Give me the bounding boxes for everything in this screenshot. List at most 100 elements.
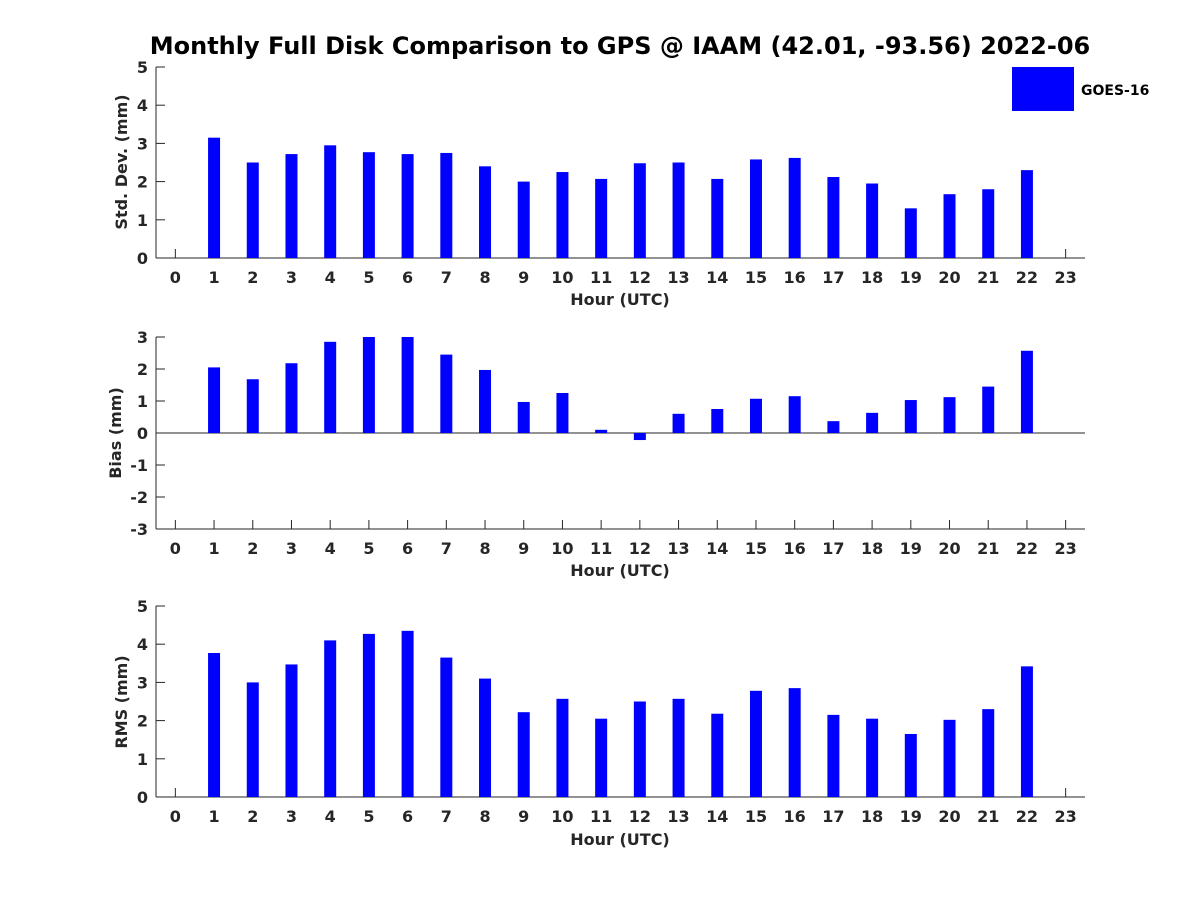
rms-bar [517, 712, 530, 797]
chart-title: Monthly Full Disk Comparison to GPS @ IA… [150, 32, 1090, 60]
bias-ytick-label: -1 [130, 456, 148, 475]
rms-bar [362, 633, 375, 797]
std-dev-bar [1020, 170, 1033, 258]
rms-bar [943, 719, 956, 797]
rms-bar [749, 690, 762, 797]
bias-xtick-label: 21 [977, 539, 999, 558]
rms-xtick-label: 16 [784, 807, 806, 826]
bias-xlabel: Hour (UTC) [570, 561, 670, 580]
bias-xtick-label: 14 [706, 539, 728, 558]
rms-xtick-label: 21 [977, 807, 999, 826]
rms-bar [711, 713, 724, 797]
std-dev-bar [788, 157, 801, 258]
bias-bar [556, 393, 569, 433]
rms-bar [285, 664, 298, 797]
std-dev-bar [711, 178, 724, 258]
rms-xtick-label: 10 [551, 807, 573, 826]
bias-xtick-label: 12 [629, 539, 651, 558]
std-dev-xtick-label: 22 [1016, 268, 1038, 287]
std-dev-xtick-label: 13 [667, 268, 689, 287]
rms-bar [595, 718, 608, 797]
std-dev-xtick-label: 4 [325, 268, 336, 287]
rms-xtick-label: 8 [479, 807, 490, 826]
bias-bar [401, 337, 414, 433]
std-dev-bar [401, 154, 414, 258]
std-dev-xlabel: Hour (UTC) [570, 290, 670, 309]
bias-xtick-label: 22 [1016, 539, 1038, 558]
std-dev-xtick-label: 16 [784, 268, 806, 287]
std-dev-bar [324, 145, 337, 258]
legend-swatch [1012, 67, 1074, 111]
std-dev-xtick-label: 17 [822, 268, 844, 287]
std-dev-bar [633, 163, 646, 258]
std-dev-xtick-label: 5 [363, 268, 374, 287]
bias-xtick-label: 23 [1055, 539, 1077, 558]
std-dev-ytick-label: 3 [137, 134, 148, 153]
bias-bar [982, 386, 995, 433]
std-dev-xtick-label: 6 [402, 268, 413, 287]
std-dev-xtick-label: 8 [479, 268, 490, 287]
bias-ylabel: Bias (mm) [106, 387, 125, 479]
std-dev-xtick-label: 1 [208, 268, 219, 287]
bias-xtick-label: 13 [667, 539, 689, 558]
bias-bar [595, 429, 608, 433]
bias-xtick-label: 11 [590, 539, 612, 558]
bias-ytick-label: 2 [137, 360, 148, 379]
std-dev-xtick-label: 11 [590, 268, 612, 287]
std-dev-bar [517, 181, 530, 258]
rms-xtick-label: 11 [590, 807, 612, 826]
rms-xtick-label: 0 [170, 807, 181, 826]
bias-xtick-label: 6 [402, 539, 413, 558]
rms-xtick-label: 20 [938, 807, 960, 826]
rms-bar [479, 678, 492, 797]
rms-bar [788, 688, 801, 797]
std-dev-xtick-label: 10 [551, 268, 573, 287]
rms-ytick-label: 1 [137, 750, 148, 769]
bias-xtick-label: 16 [784, 539, 806, 558]
std-dev-xtick-label: 18 [861, 268, 883, 287]
bias-xtick-label: 17 [822, 539, 844, 558]
rms-xtick-label: 1 [208, 807, 219, 826]
bias-xtick-label: 2 [247, 539, 258, 558]
bias-bar [904, 400, 917, 433]
bias-ytick-label: -3 [130, 520, 148, 539]
bias-bar [362, 337, 375, 433]
std-dev-xtick-label: 2 [247, 268, 258, 287]
rms-xtick-label: 22 [1016, 807, 1038, 826]
rms-xtick-label: 18 [861, 807, 883, 826]
std-dev-xtick-label: 3 [286, 268, 297, 287]
bias-bar [943, 397, 956, 433]
std-dev-ylabel: Std. Dev. (mm) [112, 94, 131, 229]
rms-ytick-label: 2 [137, 712, 148, 731]
bias-xtick-label: 0 [170, 539, 181, 558]
rms-bar [556, 698, 569, 797]
bias-ytick-label: 1 [137, 392, 148, 411]
rms-bar [208, 652, 221, 797]
bias-bar [788, 396, 801, 433]
rms-xtick-label: 4 [325, 807, 336, 826]
rms-bar [866, 718, 879, 797]
std-dev-ytick-label: 0 [137, 249, 148, 268]
bias-bar [711, 409, 724, 433]
rms-bar [982, 709, 995, 797]
rms-bar [904, 733, 917, 797]
std-dev-bar [479, 166, 492, 258]
rms-ylabel: RMS (mm) [112, 655, 131, 748]
legend: GOES-16 [1012, 67, 1149, 111]
bias-xtick-label: 7 [441, 539, 452, 558]
std-dev-xtick-label: 23 [1055, 268, 1077, 287]
bias-xtick-label: 3 [286, 539, 297, 558]
bias-bar [1020, 350, 1033, 433]
bias-xtick-label: 10 [551, 539, 573, 558]
std-dev-bar [672, 162, 685, 258]
bias-bar [517, 401, 530, 433]
bias-ytick-label: 3 [137, 328, 148, 347]
bias-ytick-label: -2 [130, 488, 148, 507]
rms-bar [440, 657, 453, 797]
bias-bar [246, 379, 259, 433]
std-dev-ytick-label: 2 [137, 173, 148, 192]
bias-xtick-label: 1 [208, 539, 219, 558]
rms-bar [324, 640, 337, 797]
